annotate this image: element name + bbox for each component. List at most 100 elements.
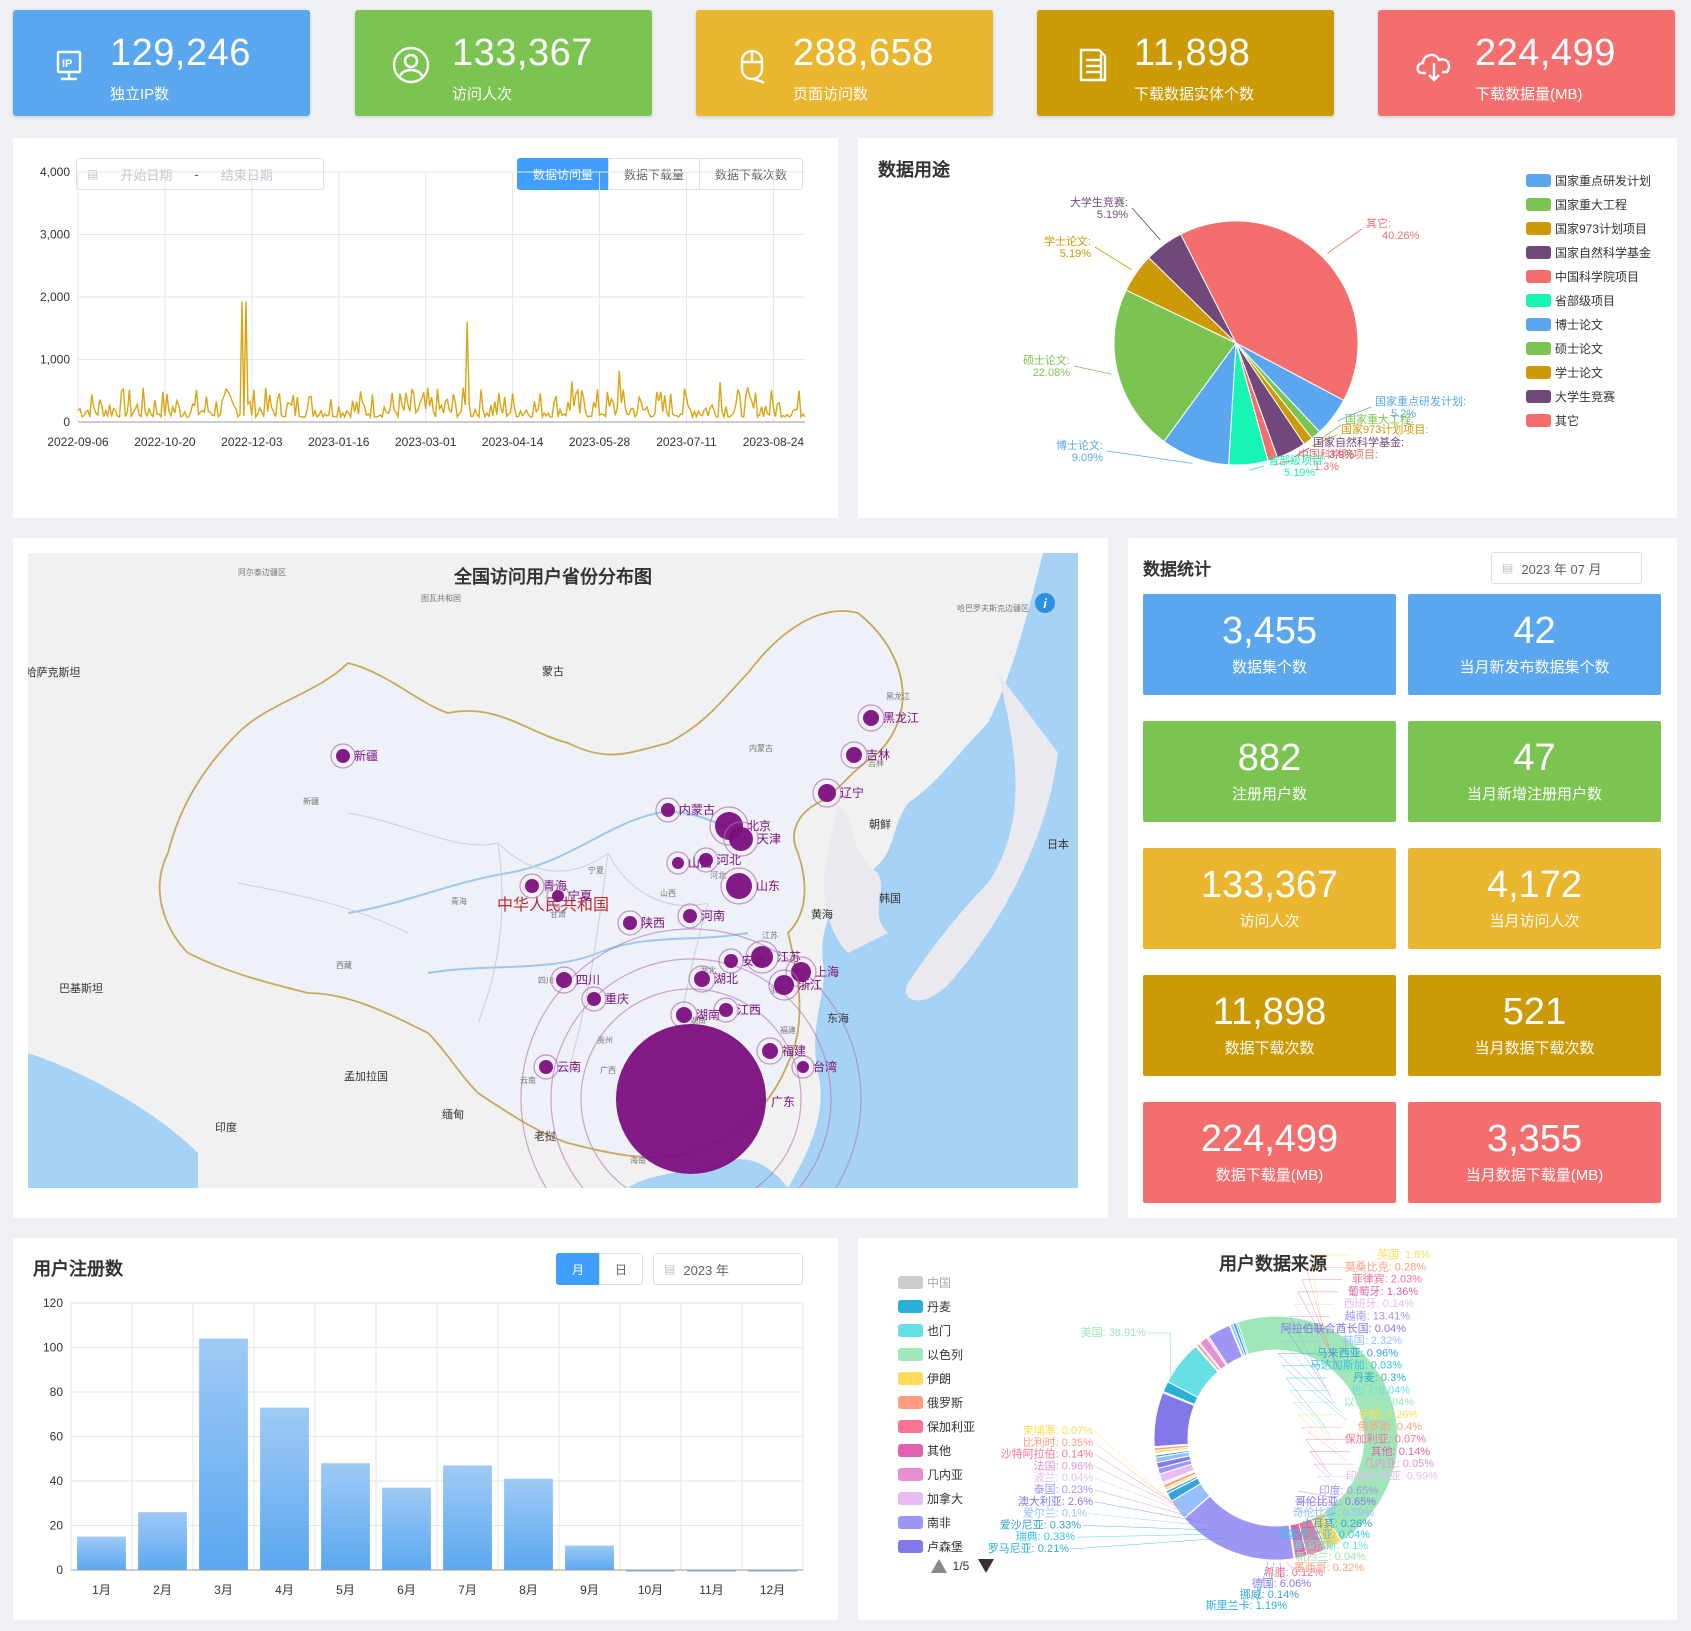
pie-label-percent: 5.2% bbox=[1391, 408, 1416, 420]
province-ripple bbox=[756, 1037, 784, 1065]
province-bubble bbox=[729, 827, 753, 851]
legend-label: 大学生竞赛 bbox=[1555, 389, 1615, 404]
donut-label-line bbox=[1094, 1430, 1167, 1499]
sea-east bbox=[788, 553, 1078, 1188]
tab-day[interactable]: 日 bbox=[599, 1253, 643, 1285]
month-picker[interactable]: ▤ 2023 年 07 月 bbox=[1491, 552, 1642, 584]
legend-swatch bbox=[898, 1492, 923, 1505]
source-title: 用户数据来源 bbox=[1219, 1253, 1327, 1274]
pie-label-line bbox=[1327, 228, 1363, 254]
y-tick-label: 120 bbox=[43, 1296, 63, 1310]
province-label: 江苏 bbox=[777, 950, 801, 964]
legend-swatch bbox=[1526, 198, 1551, 211]
stat-value: 133,367 bbox=[452, 32, 593, 74]
y-tick-label: 3,000 bbox=[40, 228, 70, 242]
ripple-ring bbox=[520, 928, 862, 1188]
donut-label-line bbox=[1297, 1527, 1337, 1558]
donut-label: 爱沙尼亚: 0.33% bbox=[1000, 1518, 1082, 1531]
legend-label: 伊朗 bbox=[927, 1372, 951, 1386]
province-label: 浙江 bbox=[798, 978, 822, 992]
province-ripple bbox=[840, 741, 868, 769]
stat-summary-value: 3,455 bbox=[1221, 610, 1318, 652]
pie-label-percent: 5.19% bbox=[1097, 209, 1128, 221]
bar bbox=[138, 1512, 187, 1570]
donut-label-line bbox=[1094, 1477, 1191, 1515]
legend-swatch bbox=[1526, 270, 1551, 283]
pie-label-percent: 9.09% bbox=[1072, 452, 1103, 464]
donut-label: 希腊: 0.12% bbox=[1264, 1565, 1324, 1579]
tab-data-visits[interactable]: 数据访问量 bbox=[517, 158, 609, 190]
visit-tab-group: 数据访问量 数据下载量 数据下载次数 bbox=[517, 158, 807, 190]
bar bbox=[382, 1487, 431, 1570]
donut-label: 美国: 38.91% bbox=[1081, 1326, 1147, 1339]
donut-label-line bbox=[1297, 1490, 1337, 1499]
province-bubble bbox=[699, 853, 713, 867]
region-label: 海南 bbox=[630, 1155, 646, 1165]
region-label: 新疆 bbox=[303, 796, 319, 806]
province-label: 内蒙古 bbox=[679, 802, 715, 817]
tab-data-downloads[interactable]: 数据下载量 bbox=[608, 158, 700, 190]
pie-label-name: 国家自然科学基金: bbox=[1313, 435, 1404, 449]
region-label: 西藏 bbox=[336, 960, 352, 970]
start-date-input[interactable]: 开始日期 bbox=[120, 167, 173, 183]
donut-label-line bbox=[1297, 1507, 1337, 1514]
map-panel: 全国访问用户省份分布图 i 蒙古 哈萨克斯坦 巴基斯坦 孟加拉国 印度 缅甸 老挝 韩国 朝鲜 日本黄… bbox=[13, 538, 1108, 1218]
x-tick-label: 3月 bbox=[214, 1583, 233, 1597]
province-ripple bbox=[581, 986, 607, 1012]
donut-slice bbox=[1235, 1321, 1249, 1356]
province-ripple bbox=[330, 743, 356, 769]
donut-label-line bbox=[1297, 1522, 1337, 1547]
tab-download-count[interactable]: 数据下载次数 bbox=[699, 158, 803, 190]
end-date-input[interactable]: 结束日期 bbox=[220, 167, 273, 183]
year-picker[interactable]: ▤ 2023 年 bbox=[653, 1253, 803, 1285]
stat-card: IP 129,246 独立IP数 bbox=[13, 10, 310, 116]
bar bbox=[77, 1536, 126, 1570]
region-label: 内蒙古 bbox=[749, 743, 773, 753]
region-label: 广西 bbox=[600, 1065, 616, 1075]
donut-label: 奇伦比亚: 0.59% bbox=[1293, 1505, 1375, 1519]
region-label: 江苏 bbox=[762, 930, 778, 940]
donut-label-line bbox=[1309, 1254, 1350, 1349]
date-range-picker[interactable]: ▤ 开始日期 - 结束日期 bbox=[76, 158, 324, 190]
province-bubble bbox=[539, 1060, 553, 1074]
province-ripple bbox=[718, 948, 744, 974]
legend-swatch bbox=[898, 1396, 923, 1409]
legend-swatch bbox=[898, 1420, 923, 1433]
ip-icon: IP bbox=[47, 43, 91, 87]
pie-label-name: 国家973计划项目: bbox=[1341, 422, 1428, 436]
donut-label-line bbox=[1313, 1463, 1354, 1485]
donut-label: 瑞典: 0.33% bbox=[1016, 1529, 1076, 1543]
province-bubble bbox=[863, 710, 879, 726]
stat-summary-label: 当月新发布数据集个数 bbox=[1459, 659, 1610, 676]
x-tick-label: 11月 bbox=[699, 1583, 723, 1597]
legend-swatch bbox=[1526, 318, 1551, 331]
province-label: 天津 bbox=[757, 832, 781, 846]
stat-summary-card: 42 当月新发布数据集个数 bbox=[1408, 594, 1661, 695]
x-tick-label: 10月 bbox=[638, 1583, 663, 1597]
region-label: 福建 bbox=[780, 1025, 796, 1035]
region-label: 图瓦共和国 bbox=[421, 594, 461, 603]
tab-month[interactable]: 月 bbox=[556, 1253, 600, 1285]
legend-label: 中国科学院项目 bbox=[1555, 269, 1639, 284]
legend-swatch bbox=[898, 1516, 923, 1529]
bar bbox=[443, 1465, 492, 1570]
stat-summary-label: 数据集个数 bbox=[1231, 659, 1307, 676]
bar bbox=[748, 1570, 797, 1572]
info-icon bbox=[1035, 593, 1055, 613]
y-tick-label: 80 bbox=[50, 1385, 64, 1399]
donut-slice bbox=[1236, 1315, 1399, 1542]
stat-summary-label: 访问人次 bbox=[1239, 913, 1300, 930]
pie-label-name: 中国科学院项目: bbox=[1298, 447, 1378, 461]
province-bubble bbox=[336, 749, 350, 763]
pie-label-percent: 40.26% bbox=[1382, 230, 1420, 242]
province-border bbox=[347, 812, 499, 846]
pie-label-line bbox=[1073, 365, 1112, 375]
donut-label: 西班牙: 0.14% bbox=[1344, 1297, 1415, 1310]
stats-panel: 数据统计 ▤ 2023 年 07 月 3,455 数据集个数 42 当月新发布数据集个… bbox=[1128, 538, 1677, 1218]
donut-label: 韩国: 2.32% bbox=[1343, 1333, 1403, 1347]
stat-summary-value: 3,355 bbox=[1486, 1118, 1583, 1160]
donut-label-line bbox=[1301, 1279, 1342, 1365]
province-bubble bbox=[676, 1007, 692, 1023]
x-tick-label: 2022-10-20 bbox=[134, 435, 196, 449]
x-tick-label: 7月 bbox=[458, 1583, 477, 1597]
